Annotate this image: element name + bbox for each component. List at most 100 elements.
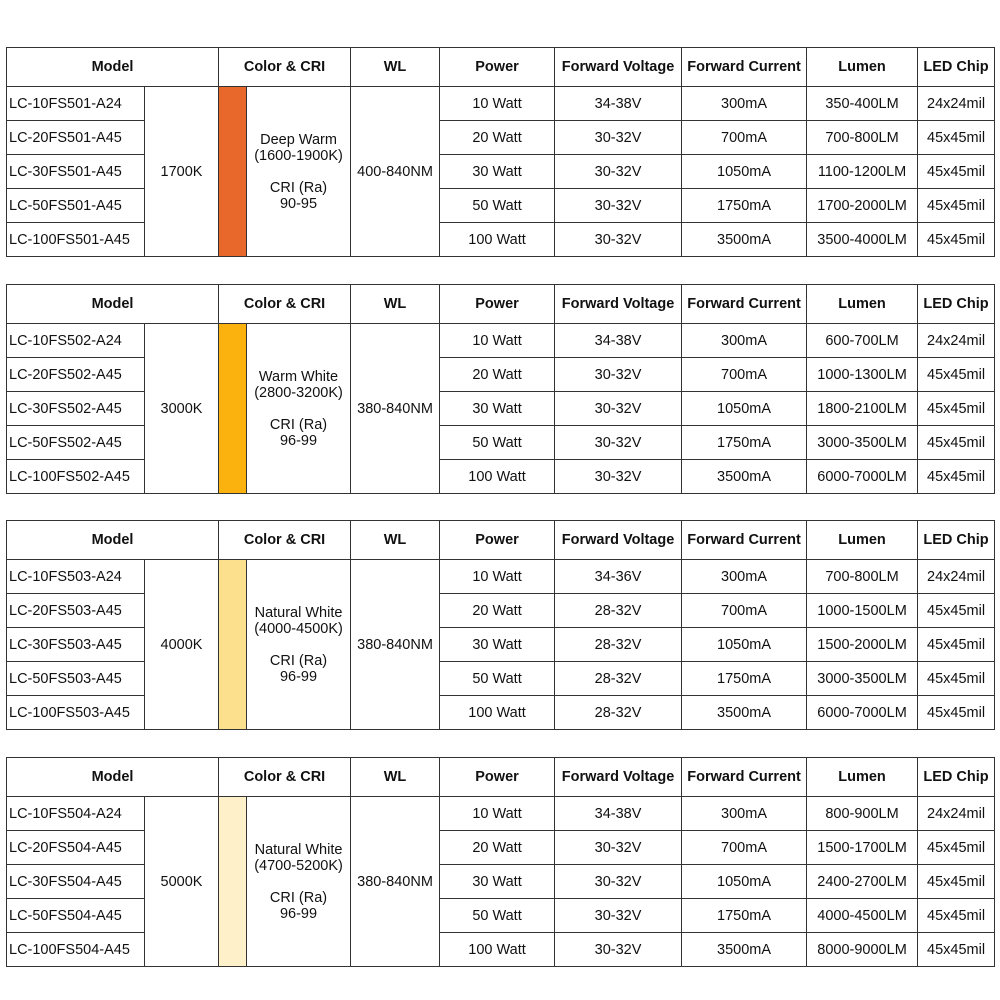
lumen-cell: 3000-3500LM	[806, 661, 919, 696]
header-model: Model	[5, 47, 220, 87]
table-row: LC-10FS502-A24 3000K Warm White (2800-3200K…	[6, 323, 996, 494]
power-cell: 50 Watt	[439, 898, 556, 933]
lumen-cell: 1700-2000LM	[806, 188, 919, 223]
header-forward-current: Forward Current	[681, 47, 808, 87]
model-cell: LC-100FS501-A45	[6, 222, 145, 257]
chip-cell: 45x45mil	[917, 357, 996, 392]
lumen-cell: 700-800LM	[806, 559, 919, 594]
lumen-cell: 1100-1200LM	[806, 154, 919, 189]
lumen-cell: 3000-3500LM	[806, 425, 919, 460]
power-cell: 30 Watt	[439, 391, 556, 426]
model-cell: LC-30FS502-A45	[6, 391, 145, 426]
chip-cell: 45x45mil	[917, 391, 996, 426]
header-lumen: Lumen	[806, 757, 919, 797]
header-row: Model Color & CRI WL Power Forward Voltage Fo…	[5, 47, 996, 87]
chip-cell: 45x45mil	[917, 459, 996, 494]
power-cell: 20 Watt	[439, 593, 556, 628]
header-wl: WL	[350, 284, 441, 324]
model-cell: LC-50FS504-A45	[6, 898, 145, 933]
chip-cell: 45x45mil	[917, 661, 996, 696]
color-swatch	[218, 86, 248, 257]
model-cell: LC-100FS503-A45	[6, 695, 145, 730]
model-cell: LC-10FS501-A24	[6, 86, 145, 121]
table-row: LC-50FS502-A45 50 Watt 30-32V 1750mA 3000-35…	[6, 425, 996, 460]
model-cell: LC-20FS501-A45	[6, 120, 145, 155]
header-color-cri: Color & CRI	[218, 47, 352, 87]
power-cell: 50 Watt	[439, 661, 556, 696]
table-row: LC-100FS503-A45 100 Watt 28-32V 3500mA 6000-…	[6, 695, 996, 730]
current-cell: 3500mA	[681, 932, 808, 967]
power-cell: 30 Watt	[439, 154, 556, 189]
header-model: Model	[5, 284, 220, 324]
table-row: LC-10FS503-A24 4000K Natural White (4000-45…	[6, 559, 996, 730]
cri-value: 96-99	[279, 432, 318, 449]
lumen-cell: 350-400LM	[806, 86, 919, 121]
power-cell: 20 Watt	[439, 120, 556, 155]
header-forward-voltage: Forward Voltage	[554, 284, 683, 324]
table-row: LC-10FS501-A24 1700K Deep Warm (1600-1900K)…	[6, 86, 996, 257]
header-led-chip: LED Chip	[917, 284, 996, 324]
current-cell: 700mA	[681, 593, 808, 628]
model-cell: LC-30FS503-A45	[6, 627, 145, 662]
current-cell: 300mA	[681, 796, 808, 831]
table-row: LC-50FS501-A45 50 Watt 30-32V 1750mA 1700-20…	[6, 188, 996, 223]
color-cri-cell: Natural White (4000-4500K) CRI (Ra) 96-99	[246, 559, 352, 730]
chip-cell: 24x24mil	[917, 86, 996, 121]
current-cell: 700mA	[681, 120, 808, 155]
voltage-cell: 28-32V	[554, 661, 683, 696]
table-row: LC-100FS502-A45 100 Watt 30-32V 3500mA 6000-…	[6, 459, 996, 494]
header-power: Power	[439, 757, 556, 797]
header-forward-voltage: Forward Voltage	[554, 757, 683, 797]
model-cell: LC-10FS504-A24	[6, 796, 145, 831]
spec-table-1700k: Model Color & CRI WL Power Forward Voltage Fo…	[5, 47, 996, 257]
color-name: Warm White	[258, 368, 339, 385]
color-name: Natural White	[254, 841, 343, 858]
model-cell: LC-30FS504-A45	[6, 864, 145, 899]
header-forward-voltage: Forward Voltage	[554, 520, 683, 560]
header-wl: WL	[350, 520, 441, 560]
header-row: Model Color & CRI WL Power Forward Voltage Fo…	[5, 520, 996, 560]
voltage-cell: 28-32V	[554, 627, 683, 662]
lumen-cell: 4000-4500LM	[806, 898, 919, 933]
model-cell: LC-20FS503-A45	[6, 593, 145, 628]
cri-label: CRI (Ra)	[269, 179, 328, 196]
chip-cell: 45x45mil	[917, 695, 996, 730]
header-model: Model	[5, 757, 220, 797]
cri-label: CRI (Ra)	[269, 652, 328, 669]
current-cell: 1750mA	[681, 425, 808, 460]
voltage-cell: 30-32V	[554, 932, 683, 967]
wl-cell: 380-840NM	[350, 559, 441, 730]
voltage-cell: 34-36V	[554, 559, 683, 594]
cri-label: CRI (Ra)	[269, 889, 328, 906]
power-cell: 100 Watt	[439, 459, 556, 494]
color-range: (4700-5200K)	[254, 857, 343, 874]
header-led-chip: LED Chip	[917, 47, 996, 87]
power-cell: 20 Watt	[439, 830, 556, 865]
model-cell: LC-30FS501-A45	[6, 154, 145, 189]
lumen-cell: 1500-2000LM	[806, 627, 919, 662]
current-cell: 3500mA	[681, 459, 808, 494]
header-row: Model Color & CRI WL Power Forward Voltage Fo…	[5, 284, 996, 324]
chip-cell: 45x45mil	[917, 188, 996, 223]
wl-cell: 380-840NM	[350, 796, 441, 967]
current-cell: 1050mA	[681, 627, 808, 662]
color-swatch	[218, 323, 248, 494]
voltage-cell: 30-32V	[554, 425, 683, 460]
power-cell: 10 Watt	[439, 86, 556, 121]
color-swatch	[218, 559, 248, 730]
header-power: Power	[439, 284, 556, 324]
table-row: LC-30FS501-A45 30 Watt 30-32V 1050mA 1100-12…	[6, 154, 996, 189]
voltage-cell: 28-32V	[554, 593, 683, 628]
current-cell: 1750mA	[681, 188, 808, 223]
chip-cell: 45x45mil	[917, 120, 996, 155]
model-cell: LC-10FS502-A24	[6, 323, 145, 358]
chip-cell: 45x45mil	[917, 898, 996, 933]
power-cell: 30 Watt	[439, 627, 556, 662]
lumen-cell: 1800-2100LM	[806, 391, 919, 426]
lumen-cell: 1000-1500LM	[806, 593, 919, 628]
voltage-cell: 34-38V	[554, 323, 683, 358]
power-cell: 30 Watt	[439, 864, 556, 899]
chip-cell: 45x45mil	[917, 830, 996, 865]
table-row: LC-20FS504-A45 20 Watt 30-32V 700mA 1500-170…	[6, 830, 996, 865]
current-cell: 300mA	[681, 559, 808, 594]
